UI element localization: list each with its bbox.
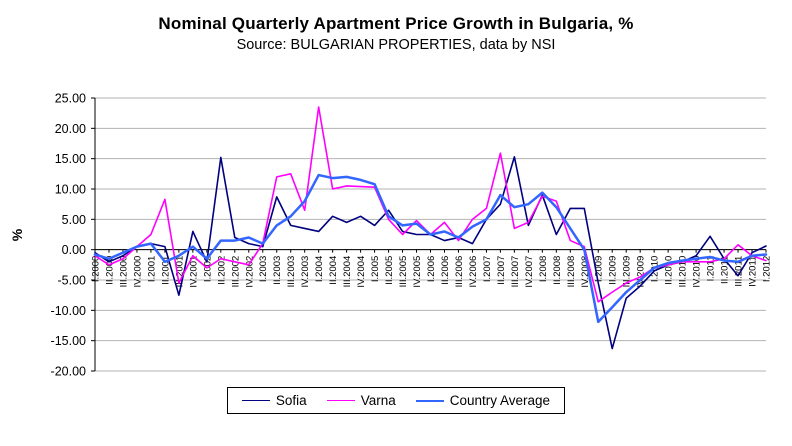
x-axis-tick-label: II.2003 [272, 256, 283, 285]
x-axis-tick-label: III.2002 [230, 256, 241, 288]
y-axis-tick-label: -5.00 [58, 274, 87, 288]
x-axis-tick-label: II.2008 [552, 256, 563, 285]
x-axis-tick-label: III.2010 [678, 256, 689, 288]
x-axis-tick-label: II.2010 [664, 256, 675, 285]
series-line-country-average [93, 173, 768, 324]
legend-label: Sofia [275, 393, 307, 408]
y-axis-tick-label: -10.00 [51, 304, 86, 318]
x-axis-tick-label: III.2008 [566, 256, 577, 288]
x-axis-tick-label: I.2000 [91, 256, 102, 282]
x-axis-tick-label: II.2005 [384, 256, 395, 285]
x-axis-tick-label: II.2006 [440, 256, 451, 285]
x-axis-tick-label: IV.2001 [188, 256, 199, 288]
legend-box: Sofia Varna Country Average [226, 387, 566, 414]
legend-line-swatch [241, 400, 270, 401]
legend-line-swatch [415, 399, 444, 402]
x-axis-tick-label: II.2011 [720, 256, 731, 284]
x-axis-tick-label: I.2001 [146, 256, 157, 282]
legend-label: Country Average [449, 393, 551, 408]
x-axis-tick-label: I.2003 [258, 256, 269, 282]
x-axis-tick-label: III.2007 [510, 256, 521, 288]
y-axis-tick-label: 0.00 [62, 243, 86, 257]
x-axis-tick-label: IV.2007 [524, 256, 535, 288]
y-axis-tick-label: -20.00 [51, 365, 86, 379]
legend-label: Varna [360, 393, 396, 408]
legend-item-sofia: Sofia [241, 393, 307, 408]
x-axis-tick-label: IV.2010 [692, 256, 703, 288]
x-axis-tick-label: IV.2002 [244, 256, 255, 288]
chart-subtitle: Source: BULGARIAN PROPERTIES, data by NS… [236, 37, 556, 53]
x-axis-tick-label: I.2007 [482, 256, 493, 282]
x-axis-tick-label: I.2010 [650, 256, 661, 282]
y-axis-tick-label: 10.00 [55, 183, 86, 197]
x-axis-tick-label: II.2001 [160, 256, 171, 285]
y-axis-tick-label: 5.00 [62, 213, 86, 227]
x-axis-tick-label: IV.2011 [748, 256, 759, 287]
x-axis-tick-label: I.2011 [706, 256, 717, 282]
x-axis-tick-label: I.2006 [426, 256, 437, 282]
x-axis-tick-label: IV.2000 [132, 256, 143, 288]
chart-title: Nominal Quarterly Apartment Price Growth… [158, 14, 634, 33]
x-axis-tick-label: II.2004 [328, 256, 339, 285]
x-axis-tick-label: III.2005 [398, 256, 409, 288]
x-axis-tick-label: I.2004 [314, 256, 325, 282]
x-axis-tick-label: I.2005 [370, 256, 381, 282]
x-axis-tick-label: II.2009 [608, 256, 619, 285]
chart-svg: % -20.00 -15.00 -10.00 -5.00 0.00 5.00 10.00 15… [9, 92, 773, 379]
x-axis-tick-label: IV.2003 [300, 256, 311, 288]
x-axis-tick-label: III.2011 [734, 256, 745, 287]
legend: Sofia Varna Country Average [0, 387, 792, 414]
y-axis-tick-label: 20.00 [55, 122, 86, 136]
y-axis-title: % [9, 228, 25, 241]
x-axis-tick-label: III.2009 [622, 256, 633, 288]
x-axis-tick-label: II.2002 [216, 256, 227, 285]
x-axis-tick-label: IV.2006 [468, 256, 479, 288]
x-axis-tick-label: IV.2008 [580, 256, 591, 288]
x-axis-tick-label: I.2009 [594, 256, 605, 282]
legend-item-varna: Varna [326, 393, 396, 408]
x-axis-tick-label: IV.2004 [356, 256, 367, 288]
x-axis-tick-label: II.2000 [104, 256, 115, 285]
x-axis-tick-label: IV.2005 [412, 256, 423, 288]
x-axis-tick-label: I.2002 [202, 256, 213, 282]
y-axis-tick-label: 25.00 [55, 92, 86, 106]
y-axis-tick-label: 15.00 [55, 152, 86, 166]
x-axis-tick-label: III.2003 [286, 256, 297, 288]
x-axis-tick-label: I.2008 [538, 256, 549, 282]
y-axis-tick-label: -15.00 [51, 334, 86, 348]
legend-line-swatch [326, 400, 355, 401]
series-line-sofia [94, 156, 767, 350]
legend-item-country-average: Country Average [415, 393, 551, 408]
x-axis-tick-label: III.2004 [342, 256, 353, 288]
x-axis-tick-label: III.2006 [454, 256, 465, 288]
x-axis-tick-label: III.2001 [174, 256, 185, 288]
x-axis-tick-label: III.2000 [118, 256, 129, 288]
x-axis-tick-label: II.2007 [496, 256, 507, 285]
x-axis-tick-label: I.2012 [762, 256, 773, 282]
x-axis-tick-label: IV.2009 [636, 256, 647, 288]
